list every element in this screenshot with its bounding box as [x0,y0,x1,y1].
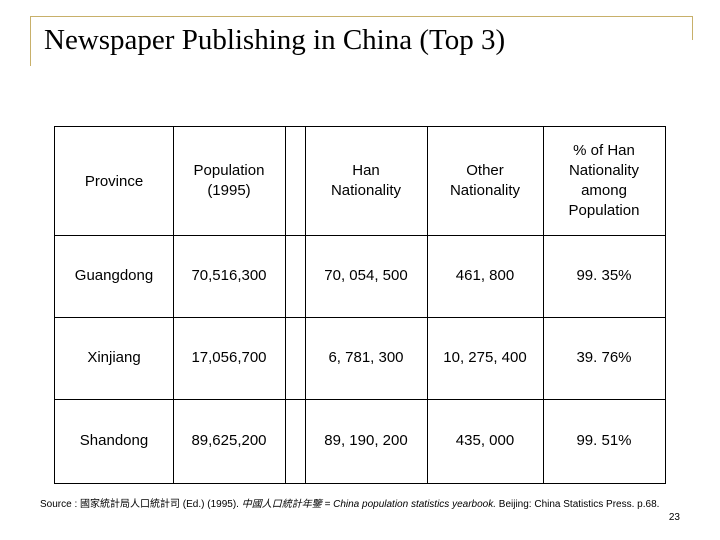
table-divider [305,127,306,483]
header-population: Population (1995) [193,162,265,199]
table-divider [173,127,174,483]
cell-other: 435, 000 [455,432,515,449]
header-han: Han Nationality [330,162,402,199]
population-table: Province Population (1995) Han Nationali… [54,126,666,484]
cell-other: 461, 800 [455,267,515,284]
cell-han: 89, 190, 200 [324,432,408,449]
table-divider [55,235,665,236]
cell-population: 89,625,200 [191,432,267,449]
slide-title: Newspaper Publishing in China (Top 3) [44,24,506,56]
cell-province: Shandong [79,432,149,449]
page-number: 23 [668,512,680,523]
frame-left-line [30,16,31,66]
source-suffix: Beijing: China Statistics Press. p.68. [498,499,660,510]
header-percent-han: % of Han Nationality among Population [568,142,640,219]
source-citation: Source : 國家統計局人口統計司 (Ed.) (1995). 中國人口統計… [40,498,680,511]
header-other: Other Nationality [449,162,521,199]
table-divider [427,127,428,483]
cell-han: 6, 781, 300 [328,349,404,366]
source-prefix: Source : 國家統計局人口統計司 (Ed.) (1995). [40,499,239,510]
cell-other: 10, 275, 400 [443,349,527,366]
cell-han: 70, 054, 500 [324,267,408,284]
table-divider [543,127,544,483]
cell-percent: 39. 76% [576,349,632,366]
source-title: 中國人口統計年鑒 = China population statistics y… [241,499,496,510]
table-divider [55,317,665,318]
cell-population: 17,056,700 [191,349,267,366]
table-divider [55,399,665,400]
cell-province: Xinjiang [87,349,141,366]
frame-right-line [692,16,693,40]
frame-top-line [30,16,692,17]
cell-percent: 99. 51% [576,432,632,449]
header-province: Province [84,173,144,190]
table-divider [285,127,286,483]
cell-percent: 99. 35% [576,267,632,284]
cell-population: 70,516,300 [191,267,267,284]
cell-province: Guangdong [74,267,154,284]
